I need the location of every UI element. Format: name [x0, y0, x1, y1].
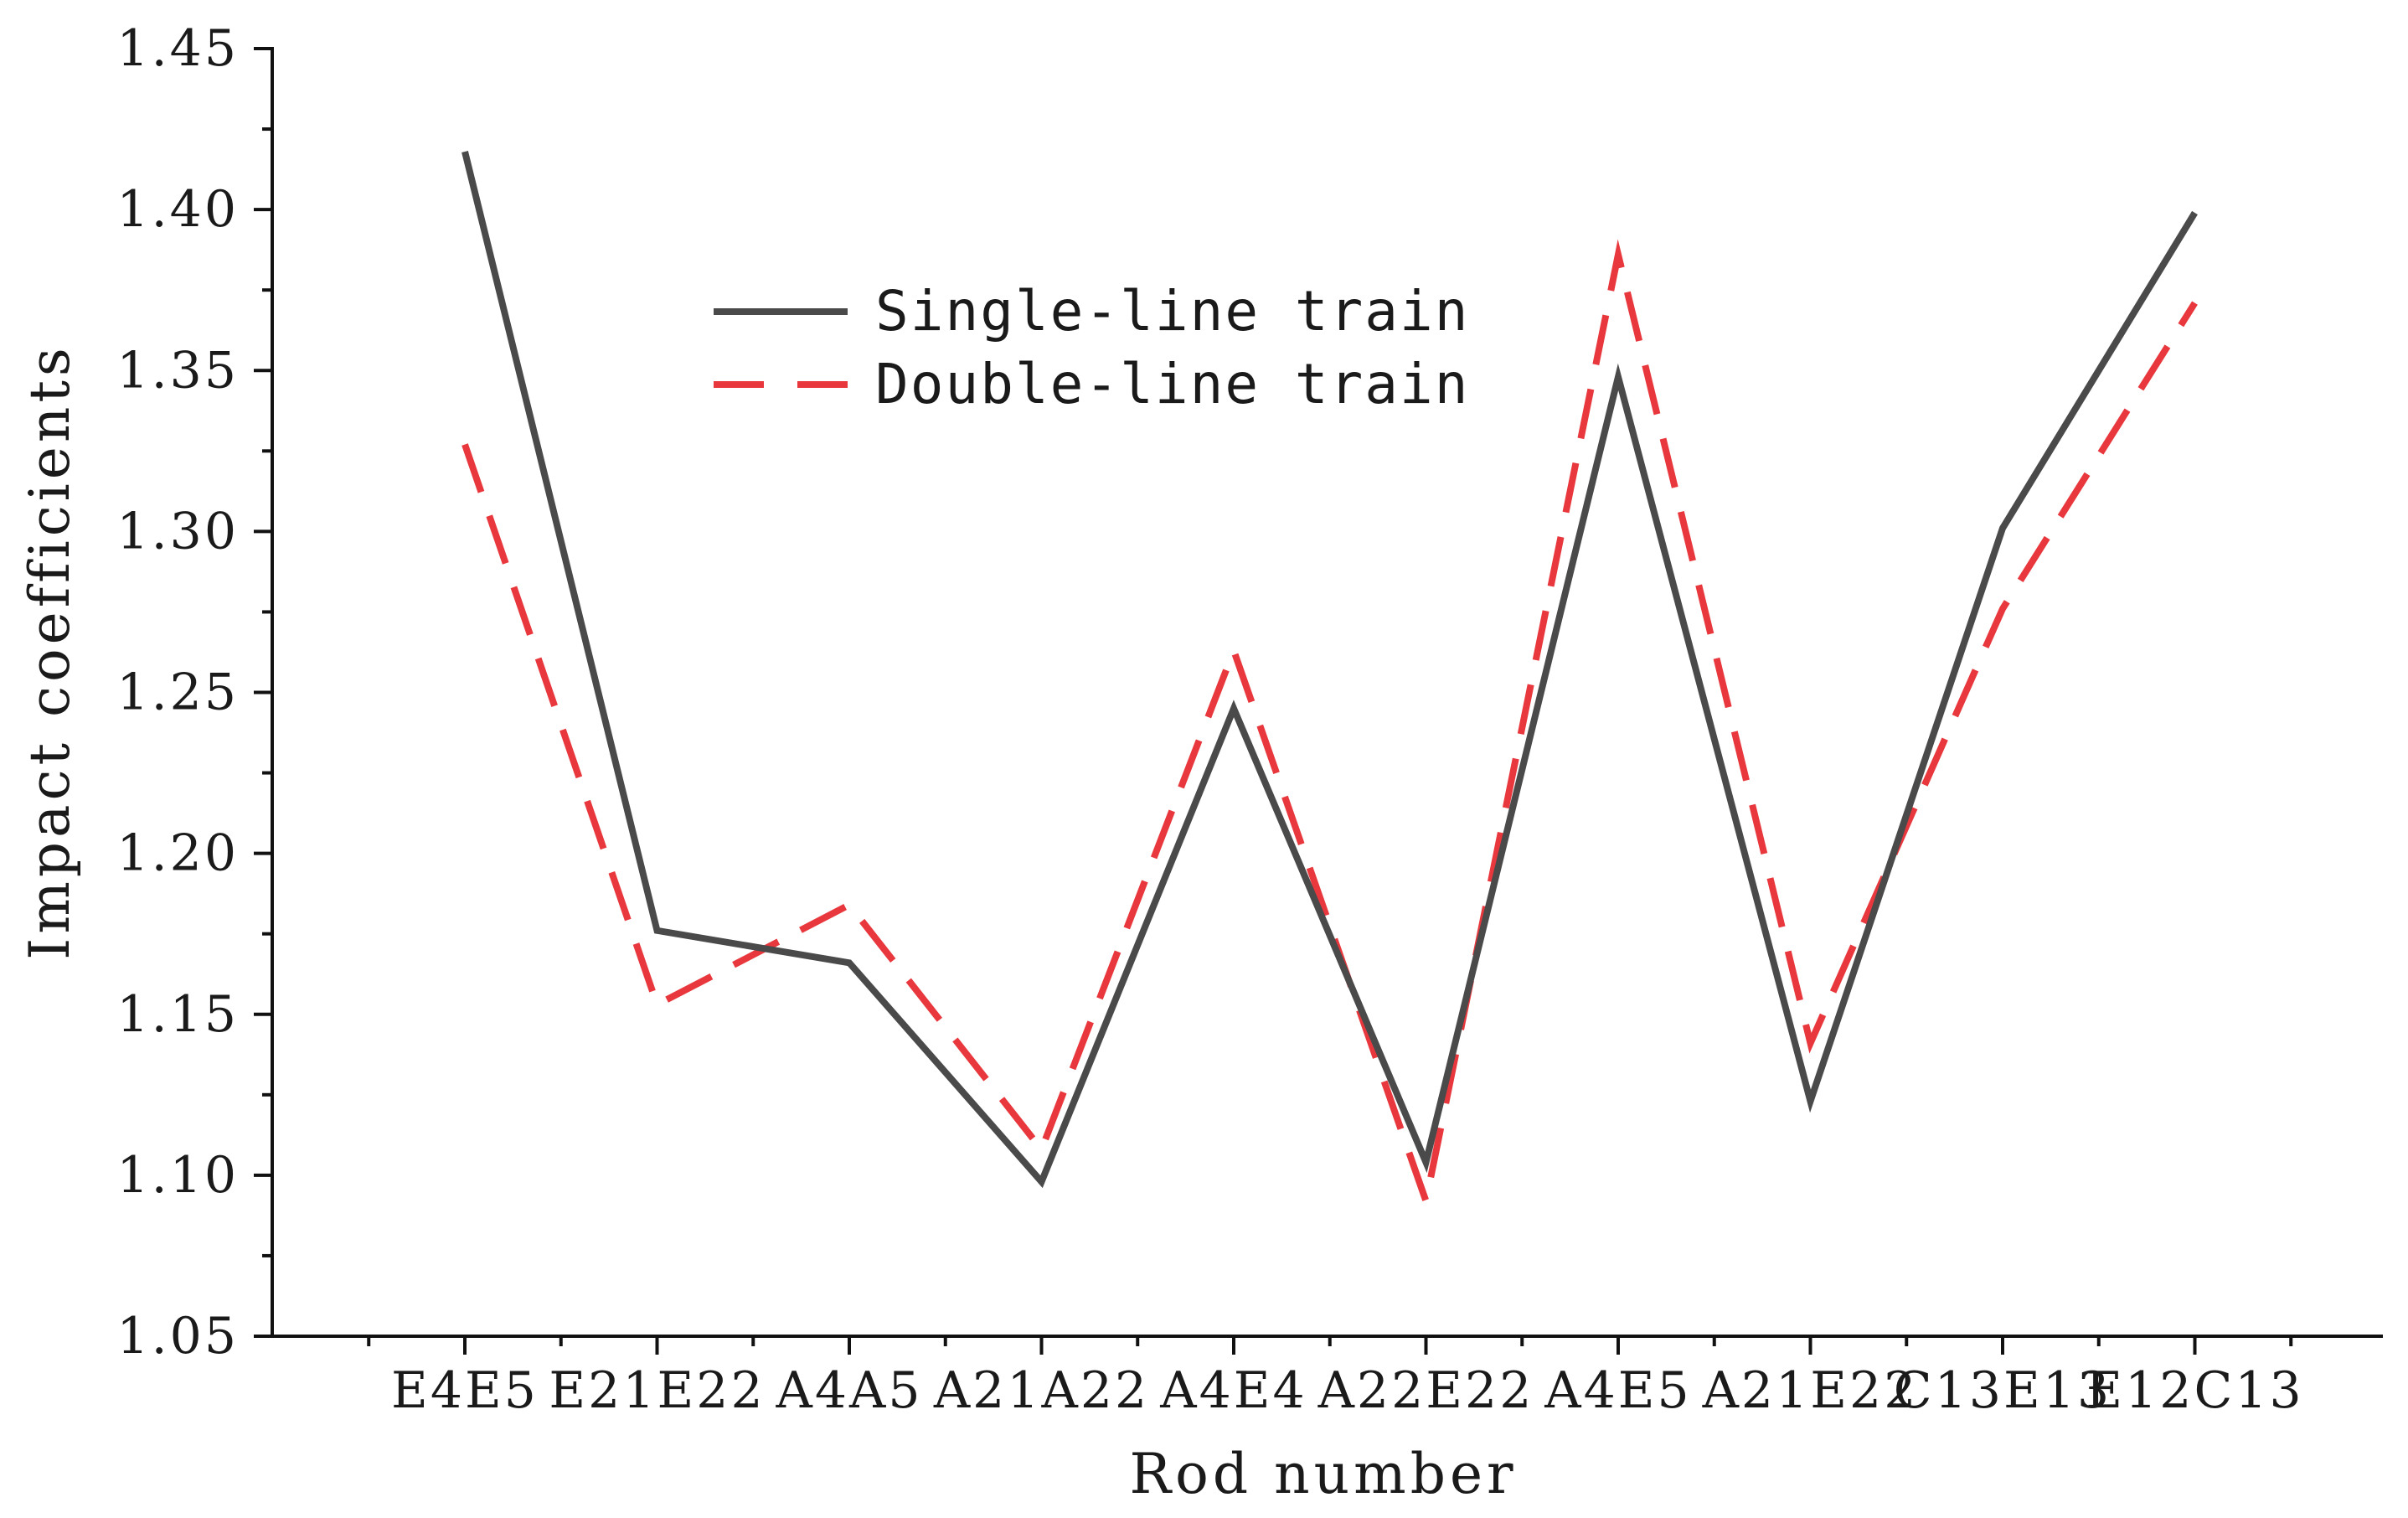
y-axis-title: Impact coefficients — [18, 343, 82, 959]
x-tick-label: C13E13 — [1894, 1361, 2112, 1420]
x-tick-label: E4E5 — [391, 1361, 539, 1420]
x-tick-label: A21A22 — [933, 1361, 1149, 1420]
series-layer — [461, 151, 2198, 1214]
x-tick-label: A21E22 — [1702, 1361, 1919, 1420]
y-tick-label: 1.20 — [116, 824, 239, 883]
y-tick-label: 1.10 — [116, 1146, 239, 1205]
y-tick-label: 1.30 — [116, 502, 239, 560]
legend-label-double-line-train: Double-line train — [875, 352, 1470, 416]
y-tick-label: 1.15 — [116, 985, 239, 1044]
axes: 1.05 1.10 1.15 1.20 1.25 1.30 1.35 1.40 1.45 E4E5… — [116, 19, 2383, 1420]
legend: Single-line train Double-line train — [714, 279, 1470, 416]
y-tick-label: 1.35 — [116, 341, 239, 400]
series-line-double-line-train — [461, 239, 2198, 1214]
x-tick-label: E12C13 — [2086, 1361, 2303, 1420]
y-tick-label: 1.05 — [116, 1307, 239, 1366]
x-tick-label: E21E22 — [549, 1361, 765, 1420]
y-tick-label: 1.45 — [116, 19, 239, 78]
x-tick-label: A4A5 — [775, 1361, 922, 1420]
legend-label-single-line-train: Single-line train — [875, 279, 1470, 343]
y-tick-label: 1.40 — [116, 180, 239, 239]
x-axis-title: Rod number — [1129, 1442, 1517, 1506]
series-line-single-line-train — [461, 151, 2198, 1189]
y-tick-label: 1.25 — [116, 663, 239, 722]
x-tick-label: A4E5 — [1544, 1361, 1691, 1420]
x-tick-label: A22E22 — [1317, 1361, 1534, 1420]
x-tick-label: A4E4 — [1159, 1361, 1307, 1420]
